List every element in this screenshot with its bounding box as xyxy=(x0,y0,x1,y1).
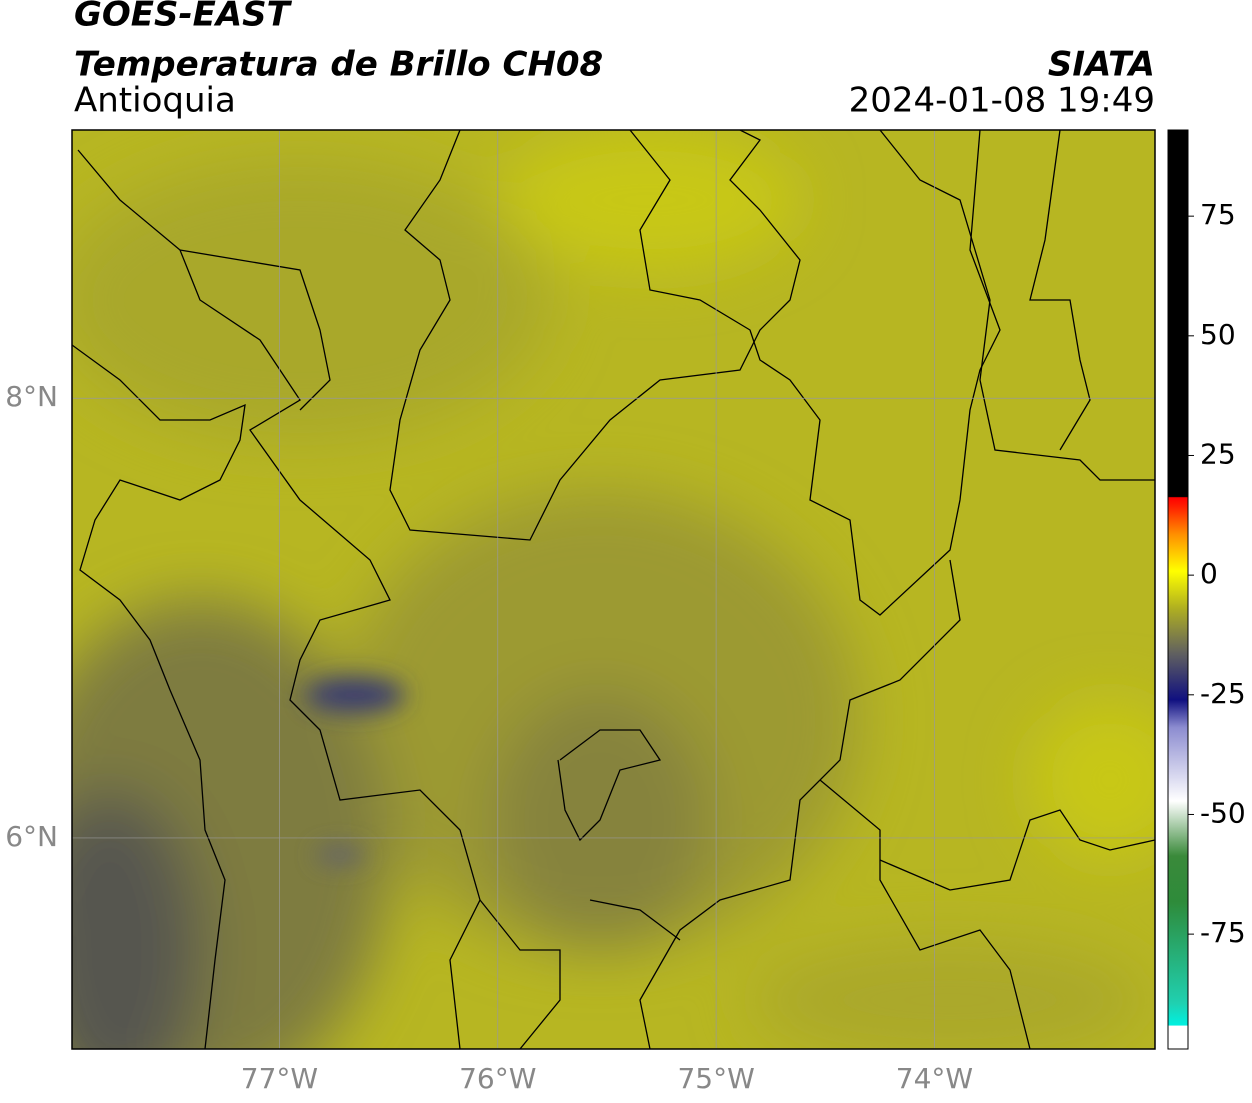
map-image xyxy=(72,130,1155,1049)
colorbar-tick-label: -50 xyxy=(1200,796,1246,829)
x-tick-label: 75°W xyxy=(677,1062,754,1095)
region: Antioquia xyxy=(74,81,236,121)
datetime: 2024-01-08 19:49 xyxy=(849,81,1155,121)
colorbar-tick-label: 50 xyxy=(1200,318,1236,351)
colorbar-tick-label: 25 xyxy=(1200,437,1236,470)
subtitle: Temperatura de Brillo CH08 xyxy=(74,45,603,85)
colorbar-tick-label: 75 xyxy=(1200,198,1236,231)
y-tick-label: 6°N xyxy=(5,820,58,853)
x-tick-label: 77°W xyxy=(241,1062,318,1095)
colorbar-tick-label: -75 xyxy=(1200,916,1246,949)
map-frame xyxy=(71,129,1156,1050)
colorbar-tick-label: -25 xyxy=(1200,677,1246,710)
colorbar xyxy=(1167,129,1189,1050)
source: SIATA xyxy=(1048,45,1155,85)
x-tick-label: 74°W xyxy=(896,1062,973,1095)
title: GOES-EAST xyxy=(74,0,293,35)
y-tick-label: 8°N xyxy=(5,380,58,413)
colorbar-tick-label: 0 xyxy=(1200,557,1218,590)
x-tick-label: 76°W xyxy=(459,1062,536,1095)
